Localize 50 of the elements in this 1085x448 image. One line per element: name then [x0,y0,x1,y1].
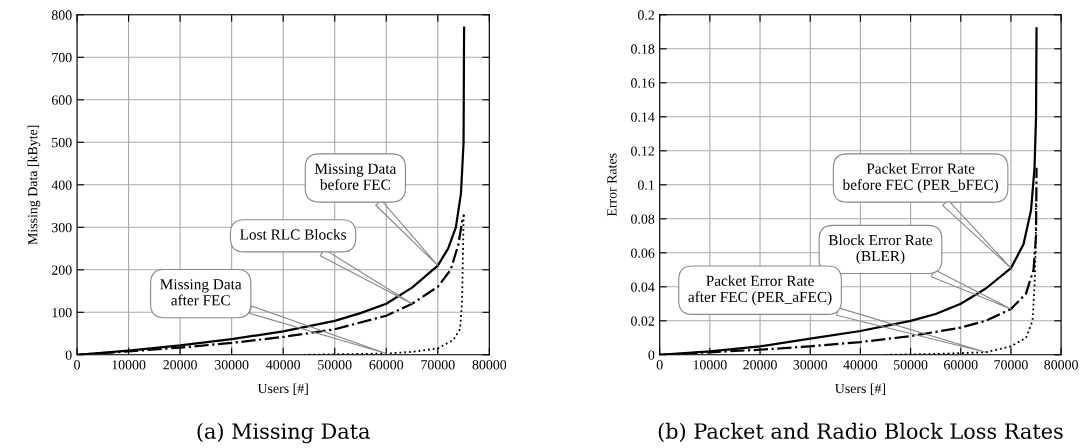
x-tick-label: 70000 [994,360,1028,370]
y-tick-label: 300 [52,222,72,233]
y-tick-label: 0.14 [631,112,655,122]
x-tick-label: 60000 [369,360,404,370]
y-tick-label: 600 [51,95,72,105]
y-tick-label: 100 [52,307,72,318]
x-tick-label: 30000 [214,360,249,370]
y-tick-label: 0.2 [637,10,655,20]
y-tick-label: 0.08 [631,214,655,224]
y-tick-label: 0.02 [631,316,655,326]
y-tick-label: 200 [51,265,72,275]
x-tick-label: 50000 [894,360,928,370]
annotation: Missing Data after FEC [160,279,242,306]
annotation: Packet Error Rate before FEC (PER_bFEC) [842,162,999,194]
annotation: Packet Error Rate after FEC (PER_aFEC) [688,275,832,306]
y-tick-label: 0.06 [631,248,655,258]
x-tick-label: 80000 [472,360,507,370]
y-tick-label: 0.1 [637,180,654,190]
text: (b) Packet and Radio Block Loss Rates [658,422,1063,442]
x-tick-label: 10000 [112,360,146,370]
x-axis-title: Users [#] [835,383,886,395]
x-tick-label: 10000 [693,360,727,370]
x-tick-label: 20000 [743,360,777,370]
x-tick-label: 70000 [421,360,455,370]
y-tick-label: 800 [51,10,72,20]
x-tick-label: 50000 [318,360,352,370]
x-tick-label: 20000 [163,360,197,370]
y-tick-label: 400 [51,180,72,190]
x-axis-title: Users [#] [257,383,308,395]
x-tick-label: 0 [74,360,80,370]
x-tick-label: 60000 [944,360,978,370]
x-tick-label: 40000 [843,360,878,370]
y-tick-label: 0.12 [631,146,655,156]
y-tick-label: 700 [52,52,72,63]
y-tick-label: 0.04 [631,282,655,292]
y-axis-title: Missing Data [kByte] [27,125,41,245]
x-tick-label: 30000 [793,360,828,370]
y-tick-label: 0 [65,350,72,360]
y-tick-label: 500 [52,137,72,148]
annotation: Lost RLC Blocks [240,228,346,240]
y-tick-label: 0 [648,350,655,360]
x-tick-label: 80000 [1044,360,1078,370]
annotation: Block Error Rate (BLER) [828,234,933,265]
y-tick-label: 0.18 [631,44,655,54]
annotation: Missing Data before FEC [314,163,397,190]
x-tick-label: 0 [656,360,663,370]
text: (a) Missing Data [197,422,370,444]
y-tick-label: 0.16 [631,78,655,88]
x-tick-label: 40000 [266,360,301,370]
y-axis-title: Error Rates [607,153,617,217]
